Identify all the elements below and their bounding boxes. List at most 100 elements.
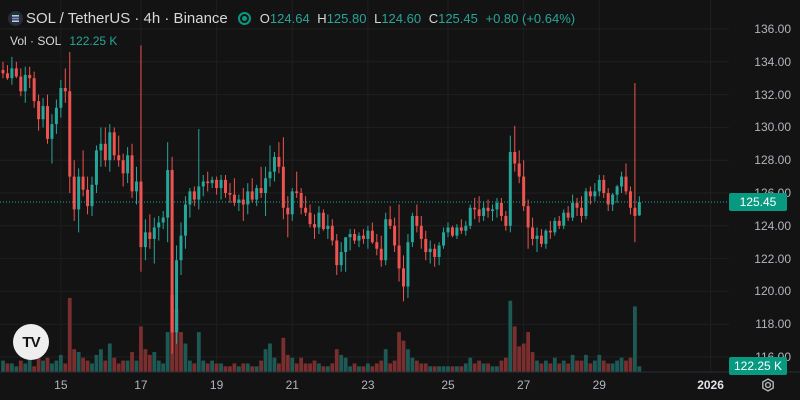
volume-bar [628,357,633,372]
tradingview-logo[interactable]: TV [13,324,49,360]
price-axis-label: 130.00 [754,120,791,135]
candle-body [637,202,641,216]
candle-body [277,156,281,167]
volume-bar [10,363,14,372]
volume-bar [139,326,143,372]
volume-bars [1,295,642,372]
candle-body [428,248,432,253]
candle-body [108,132,112,161]
volume-bar [116,363,121,372]
symbol-title[interactable]: SOL / TetherUS · 4h · Binance [26,9,228,27]
volume-bar [143,349,148,372]
volume-bar [352,363,357,372]
volume-bar [299,357,304,372]
candle-body [611,194,615,205]
candle-body [59,88,63,108]
volume-bar [624,360,628,372]
volume-bar [539,363,544,372]
volume-legend[interactable]: Vol · SOL 122.25 K [10,34,117,48]
volume-bar [370,366,375,372]
candle-body [255,188,259,200]
volume-bar [317,363,321,372]
open-label: O [259,10,270,26]
price-axis-label: 132.00 [754,87,791,102]
candle-body [308,212,312,225]
volume-bar [223,366,228,372]
price-axis-label: 120.00 [754,284,791,299]
candle-body [197,186,201,200]
candle-body [50,124,54,139]
volume-bar [570,354,575,372]
candle-body [121,160,125,174]
volume-bar [588,363,593,372]
candle-body [290,191,294,215]
candle-body [402,268,405,287]
volume-bar [263,349,268,372]
volume-bar [201,360,206,372]
candle-body [348,234,352,238]
candle-body [170,170,174,333]
volume-bar [499,360,504,372]
volume-bar [584,354,588,372]
gear-icon[interactable] [760,377,776,393]
volume-bar [446,366,450,372]
candle-body [317,212,321,228]
candle-body [304,207,308,213]
ohlc-values: O124.64 H125.80 L124.60 C125.45 +0.80 (+… [260,11,575,26]
candle-body [228,193,232,195]
candle-body [81,176,85,190]
candle-body [135,181,138,192]
candle-body [473,207,477,210]
candle-body [531,227,535,239]
volume-bar [526,332,530,372]
volume-bar [32,366,37,372]
candle-body [353,234,357,241]
candle-body [215,179,219,189]
candle-body [459,227,463,231]
volume-bar [156,360,161,372]
volume-bar [205,363,210,372]
volume-bar [161,363,166,372]
volume-bar [192,363,197,372]
volume-bar [5,363,10,372]
volume-bar [432,366,437,372]
volume-bar [575,360,579,372]
volume-bar [486,363,490,372]
candle-body [557,220,561,226]
candle-body [553,220,557,233]
candle-body [192,191,196,200]
candle-body [94,150,98,185]
candle-body [602,179,606,193]
volume-bar [45,357,50,372]
candle-body [535,235,539,239]
candle-body [37,101,41,120]
time-axis-label: 23 [361,378,375,392]
volume-bar [548,363,553,372]
volume-bar [294,363,299,372]
candle-body [446,227,450,233]
candle-body [326,225,330,230]
candle-body [464,225,468,231]
volume-bar [245,363,250,372]
candle-body [566,212,570,218]
volume-bar [374,363,379,372]
volume-bar [112,357,117,372]
candle-body [504,215,508,226]
time-axis-label: 25 [441,378,455,392]
candle-body [406,242,410,287]
volume-bar [125,360,130,372]
volume-bar [90,363,94,372]
candle-body [152,227,156,239]
close-label: C [428,10,439,26]
candles [1,45,641,354]
time-axis-label: 17 [134,378,148,392]
last-volume-tag: 122.25 K [729,357,787,375]
candle-body [86,189,90,207]
volume-bar [481,363,486,372]
close-value: 125.45 [438,10,478,26]
candle-body [295,191,299,193]
market-status-icon[interactable] [237,11,251,25]
candle-body [237,199,241,203]
volume-bar [579,360,584,372]
